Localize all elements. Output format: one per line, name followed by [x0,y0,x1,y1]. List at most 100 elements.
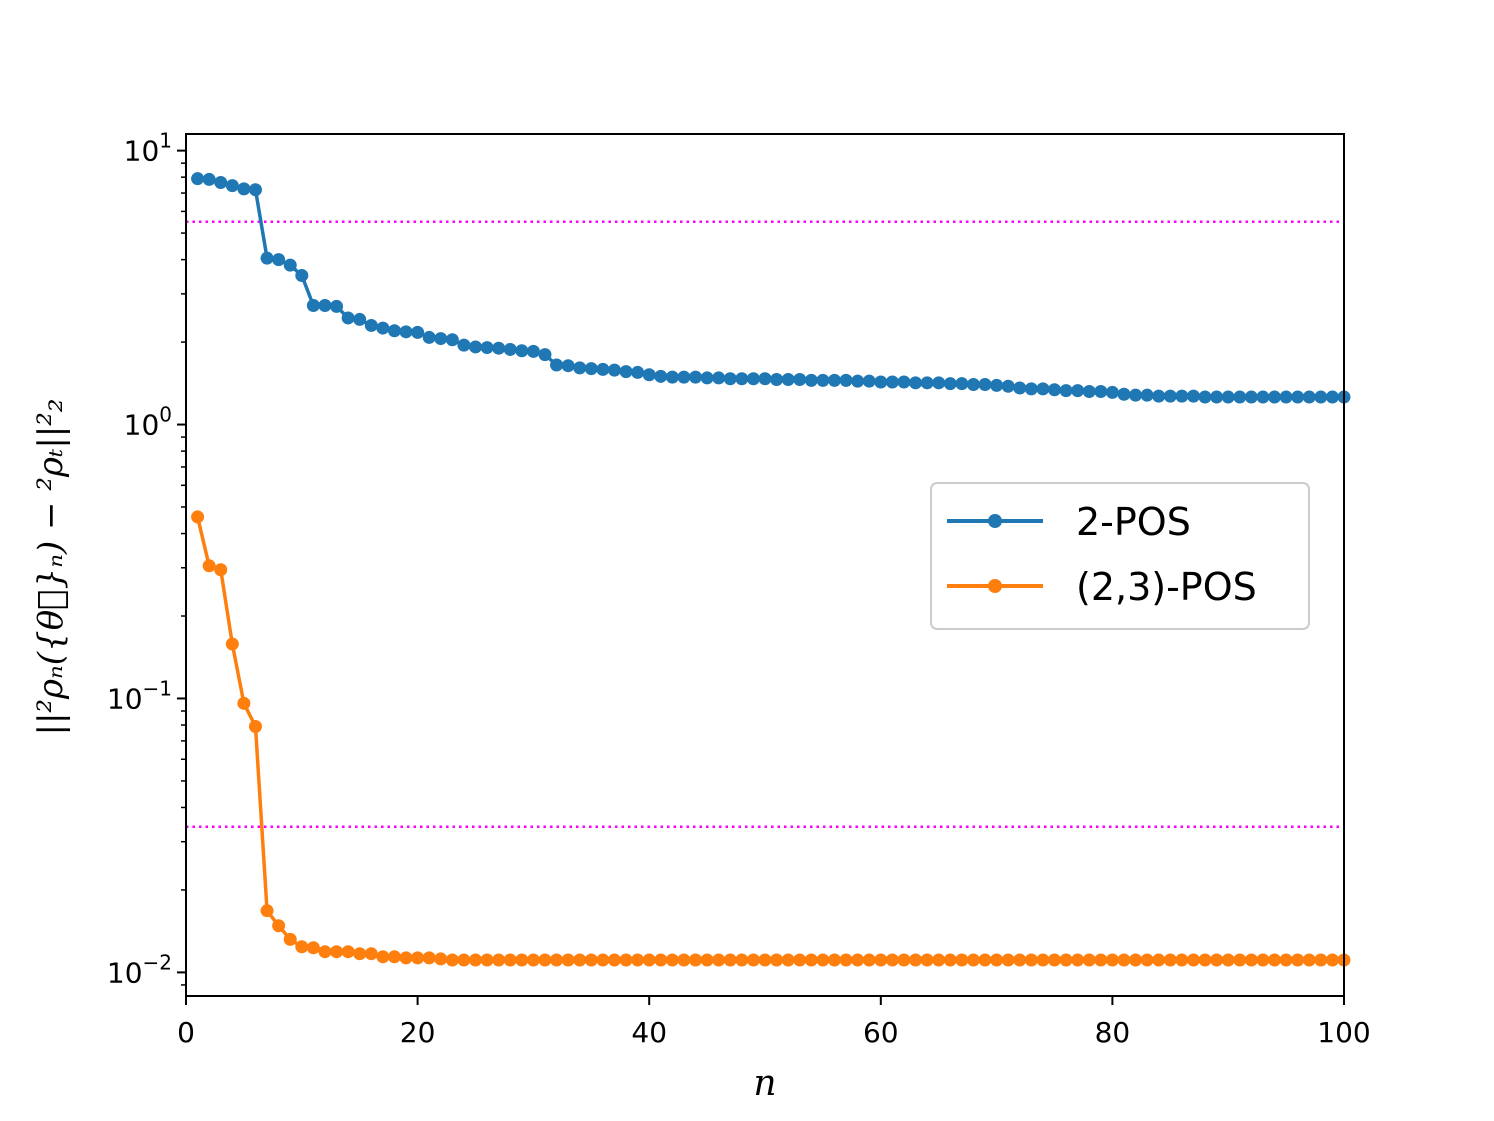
data-point-2-3-pos [978,953,992,967]
data-point-2-pos [781,373,795,387]
data-point-2-pos [966,378,980,392]
data-point-2-pos [596,362,610,376]
data-point-2-pos [330,299,344,313]
data-point-2-pos [978,378,992,392]
data-point-2-pos [885,375,899,389]
data-point-2-3-pos [1036,953,1050,967]
data-point-2-3-pos [1186,953,1200,967]
data-point-2-pos [758,372,772,386]
data-point-2-3-pos [330,945,344,959]
data-point-2-3-pos [526,953,540,967]
data-point-2-pos [955,377,969,391]
data-point-2-3-pos [457,953,471,967]
data-point-2-3-pos [1105,953,1119,967]
data-point-2-pos [1186,389,1200,403]
reference-lines [186,220,1344,829]
data-point-2-pos [654,369,668,383]
y-tick-label: 10−2 [107,950,172,989]
data-point-2-3-pos [909,953,923,967]
data-point-2-3-pos [191,510,205,524]
data-point-2-pos [1001,379,1015,393]
data-point-2-pos [1233,390,1247,404]
data-point-2-3-pos [1140,953,1154,967]
data-point-2-pos [1314,390,1328,404]
data-point-2-3-pos [897,953,911,967]
data-point-2-pos [677,370,691,384]
data-point-2-3-pos [1221,953,1235,967]
data-point-2-3-pos [932,953,946,967]
data-point-2-pos [607,363,621,377]
series-line-2-pos [197,176,1344,399]
data-point-2-3-pos [851,953,865,967]
data-point-2-pos [550,358,564,372]
data-point-2-pos [445,333,459,347]
data-point-2-pos [492,341,506,355]
data-point-2-pos [1325,390,1339,404]
data-point-2-3-pos [596,953,610,967]
data-point-2-pos [515,344,529,358]
data-point-2-3-pos [550,953,564,967]
data-point-2-pos [1152,389,1166,403]
data-point-2-pos [1094,385,1108,399]
data-point-2-3-pos [1256,953,1270,967]
data-point-2-3-pos [642,953,656,967]
data-point-2-pos [1013,381,1027,395]
data-point-2-3-pos [758,953,772,967]
data-point-2-pos [1279,390,1293,404]
data-point-2-pos [202,172,216,186]
data-point-2-pos [827,373,841,387]
data-point-2-3-pos [376,950,390,964]
data-point-2-pos [932,376,946,390]
data-point-2-pos [990,378,1004,392]
data-point-2-3-pos [770,953,784,967]
data-point-2-pos [1198,390,1212,404]
data-point-2-3-pos [1279,953,1293,967]
y-axis-label: ||²ρₙ({θ⃗}ₙ) − ²ρₜ||²₂ [31,398,71,735]
data-point-2-3-pos [862,953,876,967]
data-point-2-pos [411,325,425,339]
data-point-2-pos [642,368,656,382]
data-point-2-3-pos [260,904,274,918]
data-point-2-pos [272,253,286,267]
data-point-2-3-pos [422,951,436,965]
data-point-2-pos [712,371,726,385]
data-point-2-3-pos [1302,953,1316,967]
data-point-2-3-pos [387,950,401,964]
data-point-2-pos [480,341,494,355]
data-point-2-pos [214,175,228,189]
data-point-2-3-pos [1024,953,1038,967]
data-point-2-3-pos [793,953,807,967]
data-point-2-3-pos [631,953,645,967]
data-point-2-3-pos [1210,953,1224,967]
data-point-2-3-pos [202,559,216,573]
data-point-2-3-pos [1175,953,1189,967]
x-tick-label: 60 [863,1016,899,1049]
data-point-2-3-pos [816,953,830,967]
legend-marker-2-3-pos [988,579,1002,593]
data-point-2-pos [1244,390,1258,404]
data-point-2-pos [561,359,575,373]
data-point-2-3-pos [885,953,899,967]
data-point-2-3-pos [1244,953,1258,967]
data-point-2-3-pos [804,953,818,967]
data-point-2-3-pos [399,951,413,965]
data-point-2-3-pos [318,945,332,959]
data-point-2-3-pos [735,953,749,967]
x-tick-label: 40 [631,1016,667,1049]
data-point-2-3-pos [214,563,228,577]
x-tick-label: 0 [177,1016,195,1049]
data-point-2-pos [387,324,401,338]
data-point-2-pos [665,370,679,384]
data-point-2-pos [584,362,598,376]
data-point-2-3-pos [248,720,262,734]
data-point-2-3-pos [503,953,517,967]
data-point-2-pos [260,251,274,265]
data-point-2-3-pos [1325,953,1339,967]
data-point-2-3-pos [1071,953,1085,967]
data-point-2-3-pos [538,953,552,967]
data-point-2-3-pos [1268,953,1282,967]
legend-marker-2-pos [988,514,1002,528]
data-point-2-pos [909,376,923,390]
data-point-2-pos [770,373,784,387]
x-tick-label: 20 [400,1016,436,1049]
